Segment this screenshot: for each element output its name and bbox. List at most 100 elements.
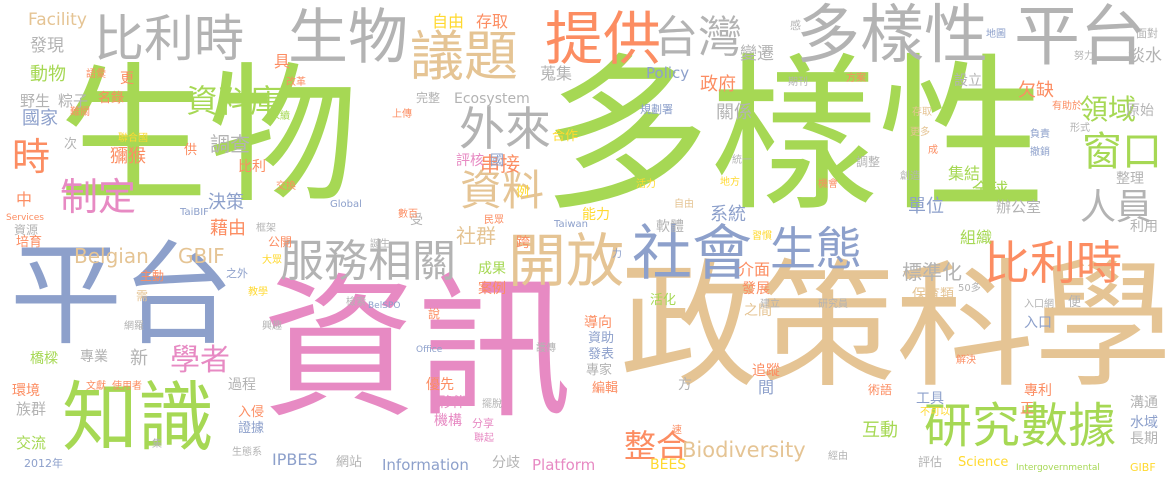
- word-cloud-word: 方案: [846, 74, 866, 84]
- word-cloud-word: 導向: [584, 316, 612, 330]
- word-cloud-word: 2012年: [24, 458, 63, 469]
- word-cloud-word: 調整: [856, 156, 880, 168]
- word-cloud-word: 資源: [14, 224, 38, 236]
- word-cloud-word: 國: [490, 154, 504, 168]
- word-cloud-word: 入口網: [1024, 300, 1054, 310]
- word-cloud-word: 創造: [900, 172, 920, 182]
- word-cloud-word: 不可以: [920, 408, 950, 418]
- word-cloud-word: 民眾: [484, 216, 504, 226]
- word-cloud-word: IPBES: [272, 452, 318, 468]
- word-cloud-word: 過程: [228, 378, 256, 392]
- word-cloud-word: 數百: [398, 210, 418, 220]
- word-cloud-word: 多樣性: [796, 4, 988, 68]
- word-cloud-word: Belgian: [74, 246, 149, 266]
- word-cloud-word: 改革: [286, 78, 306, 88]
- word-cloud-word: 統一: [732, 156, 752, 166]
- word-cloud-word: 提供: [545, 10, 661, 68]
- word-cloud-word: 研究員: [818, 300, 848, 310]
- word-cloud-word: 設立: [954, 74, 982, 88]
- word-cloud-word: 制定: [60, 178, 136, 216]
- word-cloud-word: 變遷: [740, 46, 774, 63]
- word-cloud-word: 地圖: [986, 30, 1006, 40]
- word-cloud-word: 國家: [22, 110, 58, 128]
- word-cloud-word: 供: [184, 144, 197, 157]
- word-cloud-word: 野生: [20, 94, 50, 109]
- word-cloud-word: 上傳: [392, 110, 412, 120]
- word-cloud-word: 新: [130, 350, 148, 368]
- word-cloud-word: 系統: [710, 206, 746, 224]
- word-cloud-word: 原始: [1126, 104, 1154, 118]
- word-cloud-word: 成果: [478, 262, 506, 276]
- word-cloud-word: 生態: [770, 226, 862, 272]
- word-cloud-word: 評估: [918, 456, 942, 468]
- word-cloud-word: Ecosystem: [454, 92, 530, 106]
- word-cloud-word: 發展: [742, 282, 770, 296]
- word-cloud-word: 動物: [30, 66, 66, 84]
- word-cloud-word: 方: [678, 378, 692, 392]
- word-cloud-word: 框架: [256, 224, 276, 234]
- word-cloud-word: 長期: [1130, 432, 1158, 446]
- word-cloud-word: 藉由: [210, 220, 246, 238]
- word-cloud-word: 自由: [674, 200, 694, 210]
- word-cloud-word: 發表: [588, 348, 614, 361]
- word-cloud-word: 之外: [226, 268, 248, 279]
- word-cloud-word: 評核: [456, 154, 484, 168]
- word-cloud-word: 發現: [30, 38, 64, 55]
- word-cloud-word: 窗口: [1082, 132, 1162, 172]
- word-cloud-word: 撤銷: [1030, 148, 1050, 158]
- word-cloud-word: Office: [416, 346, 442, 355]
- word-cloud-word: 更: [120, 72, 134, 86]
- word-cloud-word: Intergovernmental: [1016, 464, 1100, 473]
- word-cloud-word: 努力: [1074, 52, 1094, 62]
- word-cloud-word: 軟體: [656, 220, 684, 234]
- word-cloud-word: 規劃署: [640, 104, 673, 115]
- word-cloud-word: 保育類: [912, 288, 954, 302]
- word-cloud-word: 追蹤: [752, 364, 780, 378]
- word-cloud-word: 入口: [1024, 316, 1052, 330]
- word-cloud-word: 調查: [210, 134, 250, 154]
- word-cloud-word: GBIF: [178, 246, 225, 266]
- word-cloud-word: 關係: [716, 104, 752, 122]
- word-cloud-word: 資料: [460, 170, 544, 212]
- word-cloud-word: 機會: [818, 180, 838, 190]
- word-cloud-word: 使用者: [112, 382, 142, 392]
- word-cloud-word: 學者: [170, 346, 230, 376]
- word-cloud-word: 習慣: [752, 232, 772, 242]
- word-cloud-word: 中: [16, 192, 32, 208]
- word-cloud-word: 活力: [636, 180, 656, 190]
- word-cloud-word: 夥伴: [438, 396, 466, 410]
- word-cloud-word: 互動: [862, 422, 898, 440]
- word-cloud-word: Facility: [28, 12, 87, 29]
- word-cloud-word: 地方: [720, 178, 740, 188]
- word-cloud-word: 政府: [700, 76, 736, 94]
- word-cloud-word: 服務相關: [280, 240, 456, 284]
- word-cloud-word: 更多: [910, 128, 930, 138]
- word-cloud-word: 案例: [478, 282, 506, 296]
- word-cloud-word: 護傳: [536, 344, 556, 354]
- word-cloud-word: 社會: [632, 224, 752, 284]
- word-cloud-word: Biodiversity: [682, 440, 806, 461]
- word-cloud-word: 辦公室: [996, 200, 1041, 215]
- word-cloud-word: 培育: [16, 236, 42, 249]
- word-cloud-word: 時: [12, 138, 50, 176]
- word-cloud-word: 生態系: [232, 448, 262, 458]
- word-cloud-word: Policy: [646, 66, 689, 81]
- word-cloud-word: 社群: [456, 226, 496, 246]
- word-cloud-word: 網站: [336, 456, 362, 469]
- word-cloud-word: 期刊: [788, 78, 808, 88]
- word-cloud-word: TaiBIF: [180, 208, 209, 218]
- word-cloud-word: 淡水: [1128, 48, 1162, 65]
- word-cloud-word: 成: [928, 146, 938, 156]
- word-cloud-word: 集: [152, 440, 162, 450]
- word-cloud-word: 交換: [276, 182, 296, 192]
- word-cloud-word: 速: [672, 426, 682, 436]
- word-cloud-word: 介面: [738, 262, 770, 278]
- word-cloud-word: 橋樑: [30, 352, 58, 366]
- word-cloud-word: 興趣: [262, 322, 282, 332]
- word-cloud-word: Information: [382, 458, 469, 473]
- word-cloud-word: 蒐集: [540, 66, 572, 82]
- word-cloud-word: 說: [428, 308, 440, 320]
- word-cloud-word: 力: [612, 250, 622, 260]
- word-cloud-word: Services: [6, 214, 44, 223]
